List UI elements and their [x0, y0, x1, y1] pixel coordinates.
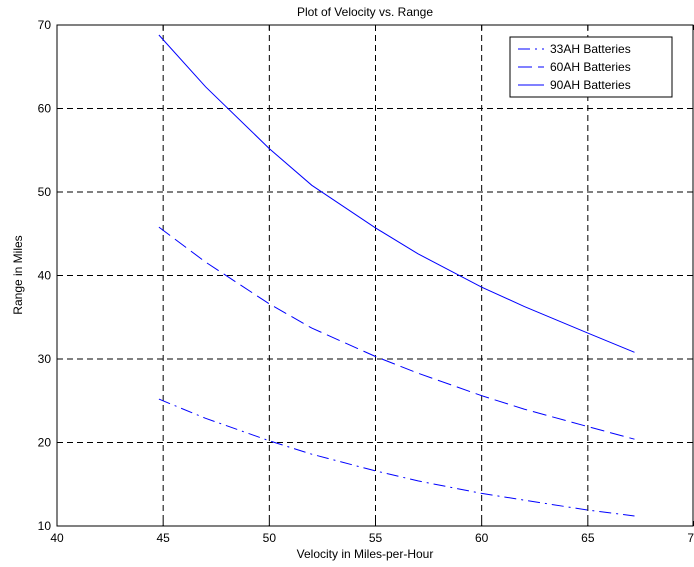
legend-label: 33AH Batteries: [550, 42, 631, 56]
x-tick-label: 60: [475, 531, 489, 545]
y-tick-label: 40: [38, 269, 52, 283]
series-line-2: [158, 226, 635, 440]
y-axis-label: Range in Miles: [11, 235, 25, 314]
axis-ticks: 40 45 50 55 60 65 70 10 20 30 40 50 60 70: [38, 18, 694, 545]
series-line-1: [158, 398, 635, 517]
y-tick-label: 10: [38, 519, 52, 533]
y-tick-label: 30: [38, 352, 52, 366]
legend-box: [509, 36, 673, 98]
series-lines: [158, 34, 635, 517]
x-tick-label: 55: [369, 531, 383, 545]
series-line-3: [158, 34, 635, 353]
x-axis-label: Velocity in Miles-per-Hour: [297, 547, 434, 561]
legend: 33AH Batteries 60AH Batteries 90AH Batteri…: [509, 36, 673, 98]
x-tick-label: 40: [50, 531, 64, 545]
legend-label: 90AH Batteries: [550, 78, 631, 92]
y-tick-label: 20: [38, 436, 52, 450]
y-tick-label: 70: [38, 18, 52, 32]
x-tick-label: 50: [263, 531, 277, 545]
chart-title: Plot of Velocity vs. Range: [297, 5, 433, 19]
x-tick-label: 65: [581, 531, 595, 545]
y-tick-label: 60: [38, 102, 52, 116]
grid-lines: [57, 25, 693, 526]
y-tick-label: 50: [38, 185, 52, 199]
x-tick-label: 45: [156, 531, 170, 545]
legend-label: 60AH Batteries: [550, 60, 631, 74]
x-tick-label: 70: [687, 531, 694, 545]
